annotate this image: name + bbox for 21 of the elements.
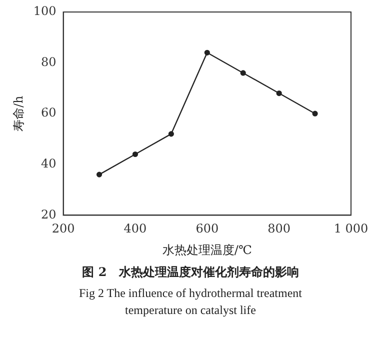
y-axis-title: 寿命/h — [11, 95, 26, 132]
point — [168, 131, 174, 137]
y-tick-label: 60 — [41, 106, 56, 120]
point — [204, 50, 210, 56]
point — [312, 110, 318, 116]
x-axis-title: 水热处理温度/℃ — [162, 242, 252, 257]
text: Fig 2 The influence of hydrothermal treatment temperature on catalyst life — [78, 285, 304, 319]
point — [276, 90, 282, 96]
x-tick-label: 600 — [196, 222, 219, 236]
y-tick-label: 20 — [41, 207, 56, 222]
y-tick-label: 40 — [41, 156, 56, 171]
y-tick-label: 100 — [33, 4, 56, 18]
point — [96, 172, 102, 178]
point — [132, 151, 138, 158]
text: 图 2 水热处理温度对催化剂寿命的影响 — [81, 264, 300, 281]
y-tick-label: 80 — [41, 54, 56, 69]
x-tick-label: 1 000 — [334, 222, 368, 236]
x-tick-label: 800 — [268, 222, 291, 236]
x-tick-label: 400 — [124, 222, 147, 236]
point — [240, 70, 246, 76]
x-tick-label: 200 — [52, 222, 75, 236]
